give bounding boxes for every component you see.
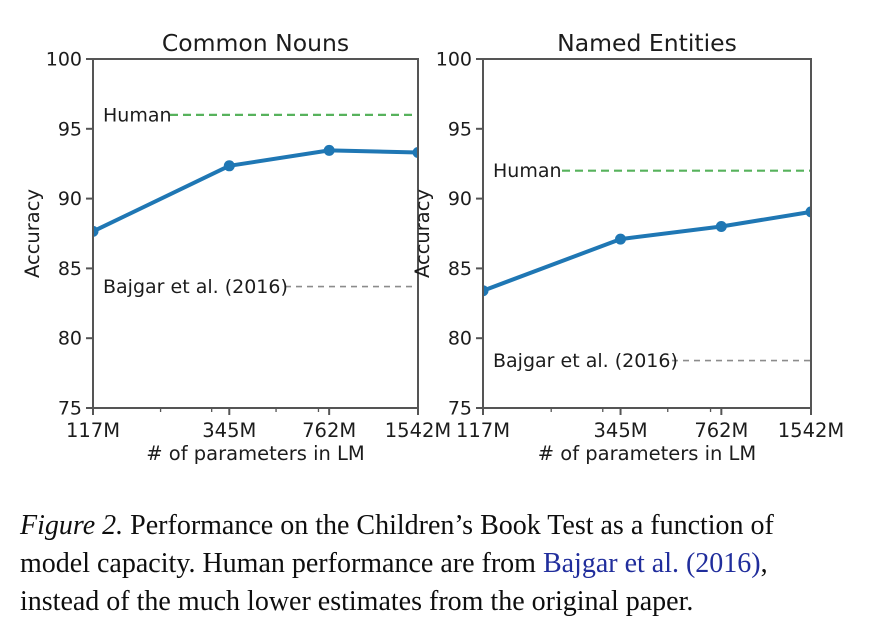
y-tick-label: 85 (448, 258, 472, 280)
x-axis-label: # of parameters in LM (146, 442, 365, 465)
y-axis-label: Accuracy (21, 189, 44, 278)
caption-line: Figure 2. Performance on the Children’s … (20, 507, 860, 545)
x-tick-label: 117M (456, 419, 510, 442)
data-point-marker (323, 144, 335, 156)
bajgar-et-al-2016-reference-label: Bajgar et al. (2016) (103, 276, 288, 298)
y-tick-label: 100 (46, 49, 82, 71)
chart-title: Named Entities (557, 29, 737, 57)
y-tick-label: 75 (58, 398, 82, 420)
human-reference-label: Human (493, 160, 562, 182)
y-tick-label: 90 (448, 188, 472, 210)
x-tick-label: 345M (202, 419, 256, 442)
caption-text: instead of the much lower estimates from… (20, 586, 694, 617)
x-tick-label: 117M (66, 419, 120, 442)
figure-charts: Common Nouns Human Bajgar et al. (2016) 75 8… (21, 29, 844, 465)
data-point-marker (715, 221, 727, 232)
axes-box (92, 58, 419, 409)
caption-line: model capacity. Human performance are fr… (20, 545, 860, 583)
chart-named-entities: Named Entities Human Bajgar et al. (2016) 7… (411, 29, 844, 465)
data-point-marker (615, 233, 626, 245)
caption-text: model capacity. Human performance are fr… (20, 548, 543, 579)
citation-link[interactable]: Bajgar et al. (2016) (542, 548, 761, 579)
y-axis-label: Accuracy (411, 189, 434, 278)
x-tick-label: 762M (302, 419, 356, 442)
caption-text: , (760, 548, 768, 579)
y-tick-label: 95 (58, 118, 82, 140)
y-tick-label: 80 (58, 328, 82, 350)
y-tick-label: 75 (448, 398, 472, 420)
axes-box (482, 58, 812, 409)
chart-title: Common Nouns (162, 29, 349, 57)
bajgar-et-al-2016-reference-label: Bajgar et al. (2016) (493, 350, 678, 372)
x-tick-label: 1542M (778, 419, 844, 442)
series-line (482, 209, 812, 293)
x-axis-label: # of parameters in LM (538, 442, 757, 465)
series-line (92, 148, 419, 234)
x-tick-label: 1542M (385, 419, 451, 442)
figure-caption: Figure 2. Performance on the Children’s … (20, 507, 860, 621)
y-tick-label: 90 (58, 188, 82, 210)
chart-common-nouns: Common Nouns Human Bajgar et al. (2016) 75 8… (21, 29, 451, 465)
y-tick-label: 95 (448, 118, 472, 140)
human-reference-label: Human (103, 104, 172, 126)
x-tick-label: 345M (594, 419, 648, 442)
y-tick-label: 80 (448, 328, 472, 350)
caption-line: instead of the much lower estimates from… (20, 583, 860, 621)
caption-text: Performance on the Children’s Book Test … (123, 510, 774, 541)
x-tick-label: 762M (694, 419, 748, 442)
y-tick-label: 100 (436, 49, 472, 71)
caption-text: Figure 2. (20, 510, 124, 541)
y-tick-label: 85 (58, 258, 82, 280)
data-point-marker (223, 160, 235, 172)
